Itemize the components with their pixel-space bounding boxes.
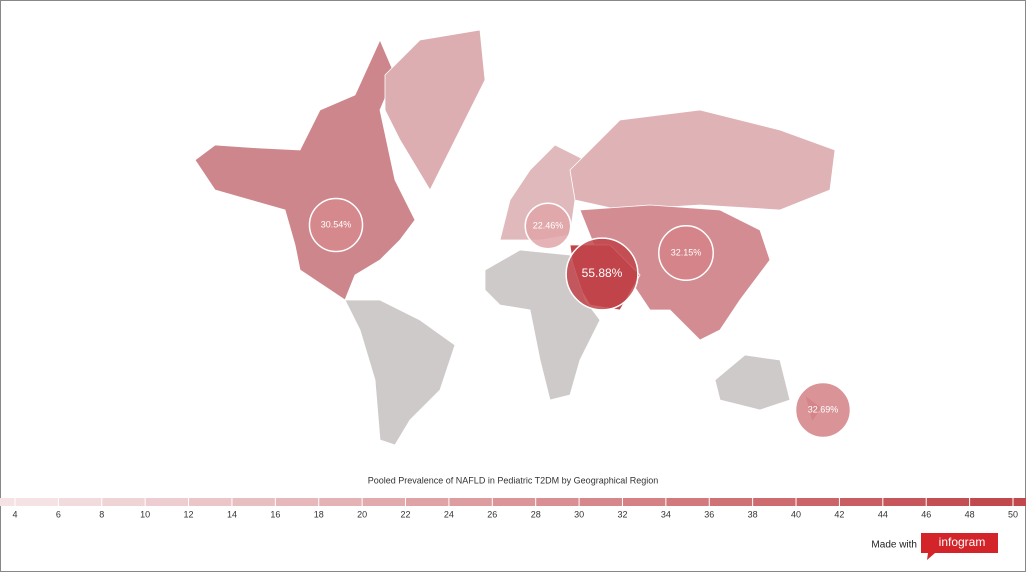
scale-segment xyxy=(275,498,319,506)
south-america xyxy=(344,299,456,446)
region-bubble xyxy=(524,202,572,250)
region-bubble xyxy=(658,225,714,281)
region-bubble xyxy=(308,197,364,253)
north-asia xyxy=(569,109,836,211)
scale-label: 22 xyxy=(401,509,411,519)
scale-label: 46 xyxy=(921,509,931,519)
scale-segment xyxy=(448,498,493,506)
scale-segment xyxy=(882,498,927,506)
scale-label: 14 xyxy=(227,509,237,519)
region-label: 22.46% xyxy=(533,220,564,230)
scale-label: 6 xyxy=(56,509,61,519)
color-scale: 4 6 8 10 12 14 16 18 20 22 24 26 28 30 32 34 36 38 40 42 44 4… xyxy=(0,498,1026,519)
scale-label: 42 xyxy=(834,509,844,519)
scale-segment xyxy=(318,498,363,506)
scale-label: 16 xyxy=(270,509,280,519)
region-label: 32.15% xyxy=(671,247,702,257)
scale-label: 18 xyxy=(314,509,324,519)
australia xyxy=(714,354,791,411)
scale-label: 50 xyxy=(1008,509,1018,519)
scale-segment xyxy=(362,498,406,506)
scale-label: 40 xyxy=(791,509,801,519)
scale-label: 12 xyxy=(184,509,194,519)
scale-segment xyxy=(622,498,666,506)
scale-segment xyxy=(0,498,59,506)
region-bubble xyxy=(794,381,852,439)
bubbles: 30.54% 22.46% 55.88% 32.15% 32.69% xyxy=(308,197,852,439)
scale-segment xyxy=(231,498,276,506)
region-bubble xyxy=(565,237,639,311)
scale-label: 38 xyxy=(748,509,758,519)
scale-segment xyxy=(58,498,102,506)
scale-segment xyxy=(579,498,623,506)
scale-label: 10 xyxy=(140,509,150,519)
scale-label: 32 xyxy=(617,509,627,519)
scale-segment xyxy=(535,498,580,506)
scale-label: 48 xyxy=(965,509,975,519)
scale-label: 34 xyxy=(661,509,671,519)
scale-segment xyxy=(796,498,840,506)
scale-label: 28 xyxy=(531,509,541,519)
region-label: 55.88% xyxy=(582,266,623,280)
brand: infogram xyxy=(939,535,986,549)
scale-segment xyxy=(839,498,883,506)
scale-label: 8 xyxy=(99,509,104,519)
scale-label: 36 xyxy=(704,509,714,519)
scale-label: 26 xyxy=(487,509,497,519)
scale-segment xyxy=(926,498,970,506)
map-title: Pooled Prevalence of NAFLD in Pediatric … xyxy=(368,475,658,485)
scale-label: 20 xyxy=(357,509,367,519)
made-with: Made with xyxy=(871,540,917,551)
scale-label: 44 xyxy=(878,509,888,519)
scale-segment xyxy=(969,498,1026,506)
scale-segment xyxy=(405,498,449,506)
scale-segment xyxy=(709,498,753,506)
scale-label: 30 xyxy=(574,509,584,519)
region-label: 32.69% xyxy=(808,404,839,414)
region-label: 30.54% xyxy=(321,219,352,229)
scale-label: 4 xyxy=(12,509,17,519)
scale-segment xyxy=(145,498,189,506)
scale-segment xyxy=(665,498,710,506)
scale-segment xyxy=(492,498,536,506)
scale-label: 24 xyxy=(444,509,454,519)
greenland xyxy=(384,29,486,191)
scale-segment xyxy=(752,498,797,506)
scale-segment xyxy=(101,498,146,506)
scale-segment xyxy=(188,498,232,506)
brand-badge xyxy=(921,533,998,560)
